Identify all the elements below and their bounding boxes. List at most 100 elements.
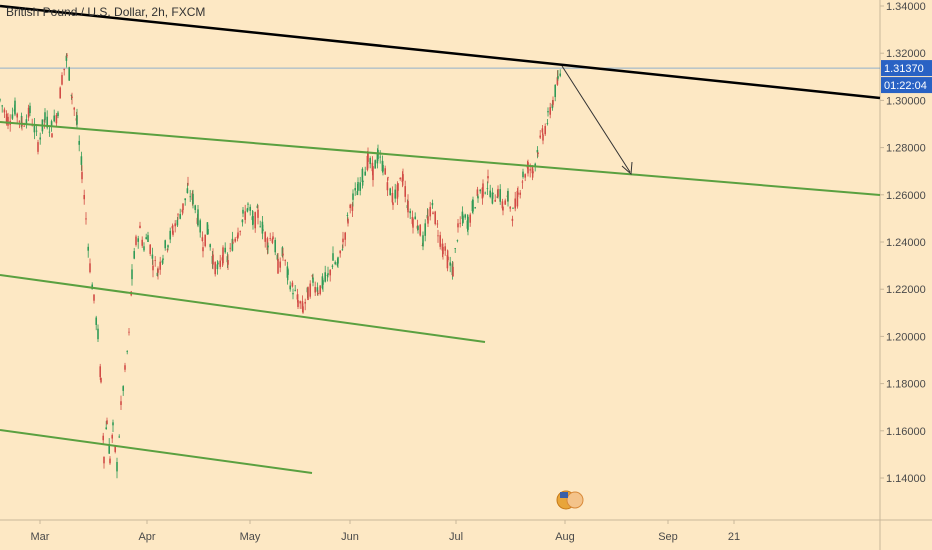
y-tick-label: 1.34000 — [886, 1, 926, 13]
candle-body — [279, 261, 281, 268]
candle-body — [166, 249, 169, 251]
candle-body — [227, 260, 229, 265]
candle-body — [551, 103, 554, 109]
candle-body — [100, 378, 102, 383]
candle-body — [436, 223, 439, 225]
projection-arrow[interactable] — [561, 65, 633, 176]
candle-body — [95, 317, 97, 325]
candle-body — [487, 176, 489, 179]
candle-body — [212, 254, 214, 265]
candle-body — [292, 293, 294, 295]
candle-body — [157, 268, 159, 273]
candle-body — [143, 246, 145, 251]
y-tick-label: 1.24000 — [886, 237, 926, 249]
candle-body — [257, 209, 259, 218]
candle-body — [357, 181, 359, 191]
candle-body — [177, 214, 179, 216]
candle-body — [476, 189, 479, 196]
candle-body — [103, 456, 105, 464]
candle-body — [281, 247, 284, 257]
candle-body — [199, 220, 201, 233]
candle-body — [351, 203, 354, 211]
candle-body — [108, 444, 110, 454]
candle-body — [496, 196, 499, 198]
candle-body — [446, 255, 449, 269]
candle-body — [182, 203, 184, 210]
candle-body — [284, 259, 286, 261]
candle-body — [55, 114, 58, 124]
candle-body — [137, 238, 139, 242]
event-icon-stripe — [560, 492, 568, 498]
candle-body — [164, 240, 166, 249]
candle-body — [20, 115, 23, 127]
candle-body — [207, 228, 209, 235]
candle-body — [282, 253, 284, 256]
candle-body — [80, 156, 83, 165]
candle-body — [46, 116, 48, 128]
green-channel-middle[interactable] — [0, 274, 486, 343]
candle-body — [399, 178, 401, 180]
candle-body — [102, 435, 104, 441]
candle-body — [167, 245, 169, 248]
candle-body — [105, 427, 107, 430]
x-tick-label: May — [240, 531, 261, 543]
candle-body — [556, 77, 559, 85]
candle-body — [0, 99, 1, 101]
candle-body — [246, 208, 249, 212]
candle-body — [234, 238, 236, 242]
candle-body — [97, 328, 99, 340]
candle-body — [407, 200, 409, 213]
candle-body — [317, 292, 319, 294]
candle-body — [122, 386, 124, 391]
candle-body — [16, 113, 18, 118]
candle-body — [314, 287, 316, 293]
candle-body — [294, 289, 296, 291]
candle-body — [372, 166, 374, 181]
candle-body — [239, 231, 241, 232]
candle-body — [44, 112, 46, 120]
candle-body — [336, 262, 339, 266]
candle-body — [534, 163, 536, 167]
candle-body — [11, 114, 14, 119]
candle-body — [307, 287, 309, 301]
candle-body — [194, 205, 196, 211]
candle-body — [266, 238, 269, 250]
green-channel-upper[interactable] — [0, 121, 881, 196]
candle-body — [326, 274, 329, 276]
candle-body — [174, 223, 176, 227]
candle-body — [346, 215, 349, 216]
candle-body — [14, 100, 16, 115]
events-flag-icon[interactable] — [556, 490, 584, 510]
candle-body — [461, 211, 464, 220]
candle-body — [302, 306, 304, 313]
candle-body — [552, 99, 554, 105]
y-tick-label: 1.20000 — [886, 331, 926, 343]
y-tick-label: 1.28000 — [886, 143, 926, 155]
candle-body — [316, 287, 319, 292]
candle-body — [402, 174, 404, 181]
candle-body — [539, 135, 541, 138]
candle-body — [162, 258, 164, 261]
candle-body — [23, 125, 25, 127]
candle-body — [309, 283, 311, 297]
candle-body — [237, 232, 239, 238]
candle-body — [249, 206, 251, 211]
green-channel-lower[interactable] — [0, 429, 313, 474]
candle-body — [464, 214, 466, 218]
black-trendline[interactable] — [0, 4, 881, 100]
candle-body — [557, 76, 559, 79]
candle-body — [522, 171, 524, 178]
candle-body — [149, 244, 151, 254]
candle-body — [93, 294, 95, 301]
candle-body — [66, 54, 68, 56]
candle-body — [262, 229, 264, 231]
candle-body — [83, 195, 85, 200]
candle-body — [197, 209, 199, 226]
candle-body — [39, 137, 41, 140]
candle-body — [109, 458, 111, 464]
candle-body — [176, 219, 179, 226]
candle-body — [469, 214, 471, 223]
candle-body — [361, 168, 364, 183]
